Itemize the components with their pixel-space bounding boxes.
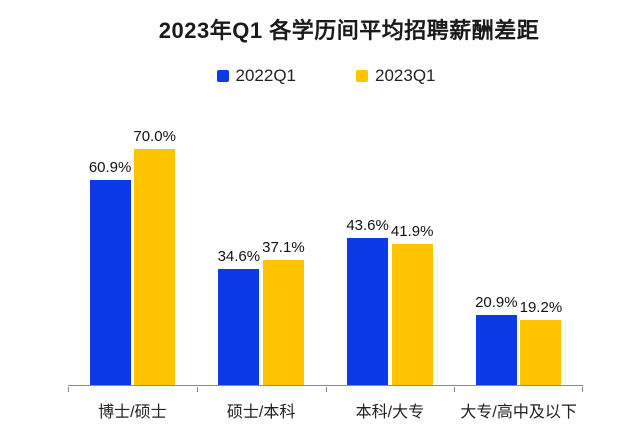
axis-tick: [325, 387, 327, 392]
bar-wrap: 70.0%: [133, 128, 176, 385]
value-label-2023Q1-group2: 37.1%: [262, 239, 305, 257]
axis-tick: [196, 387, 198, 392]
bar-2023Q1-group1: [134, 149, 176, 385]
bar-2022Q1-group4: [475, 314, 517, 385]
chart-title: 2023年Q1 各学历间平均招聘薪酬差距: [158, 18, 540, 43]
bar-2022Q1-group1: [89, 180, 131, 385]
plot-area: 60.9% 70.0% 34.6% 37.1% 43.6% 41.9% 20.9% 19.2%: [68, 110, 583, 386]
value-label-2022Q1-group2: 34.6%: [217, 247, 261, 265]
category-label-1: 博士/硕士: [98, 404, 167, 421]
x-axis-ticks: [68, 387, 583, 393]
value-label-2023Q1-group3: 41.9%: [390, 223, 434, 240]
value-label-2023Q1-group1: 70.0%: [133, 128, 176, 146]
value-label-2022Q1-group1: 60.9%: [88, 159, 132, 176]
axis-tick: [68, 387, 69, 392]
category-label-3: 本科/大专: [355, 404, 425, 421]
value-label-2022Q1-group3: 43.6%: [346, 217, 389, 235]
bar-2023Q1-group3: [391, 244, 433, 385]
value-label-2022Q1-group4: 20.9%: [475, 293, 518, 311]
value-label-2023Q1-group4: 19.2%: [519, 299, 563, 317]
bar-group-3: 43.6% 41.9%: [326, 110, 455, 385]
bar-group-4: 20.9% 19.2%: [454, 110, 583, 385]
axis-tick: [582, 387, 583, 392]
bar-group-1: 60.9% 70.0%: [68, 110, 197, 385]
legend-swatch-blue-icon: [216, 70, 229, 82]
bar-group-2: 34.6% 37.1%: [197, 110, 326, 385]
axis-tick: [454, 387, 456, 392]
bar-wrap: 41.9%: [390, 223, 434, 385]
bar-wrap: 20.9%: [475, 294, 518, 385]
bar-2023Q1-group2: [262, 260, 304, 385]
legend-swatch-yellow-icon: [356, 70, 368, 82]
bar-2023Q1-group4: [520, 320, 562, 385]
bar-wrap: 43.6%: [346, 217, 389, 385]
bar-2022Q1-group2: [218, 268, 260, 385]
legend: 2022Q1 2023Q1: [36, 66, 616, 86]
bar-wrap: 34.6%: [217, 247, 261, 385]
legend-item-2022q1: 2022Q1: [216, 66, 297, 86]
bar-wrap: 37.1%: [262, 239, 305, 385]
bar-wrap: 60.9%: [88, 159, 132, 385]
x-axis-category-labels: 博士/硕士 硕士/本科 本科/大专 大专/高中及以下: [68, 398, 583, 422]
legend-label-2022q1: 2022Q1: [235, 66, 297, 85]
bar-2022Q1-group3: [347, 238, 389, 385]
category-label-2: 硕士/本科: [226, 404, 296, 421]
bar-wrap: 19.2%: [519, 299, 563, 385]
category-label-4: 大专/高中及以下: [460, 404, 577, 421]
legend-item-2023q1: 2023Q1: [356, 66, 436, 86]
legend-label-2023q1: 2023Q1: [375, 66, 436, 85]
bar-groups: 60.9% 70.0% 34.6% 37.1% 43.6% 41.9% 20.9% 19.2%: [68, 110, 583, 385]
